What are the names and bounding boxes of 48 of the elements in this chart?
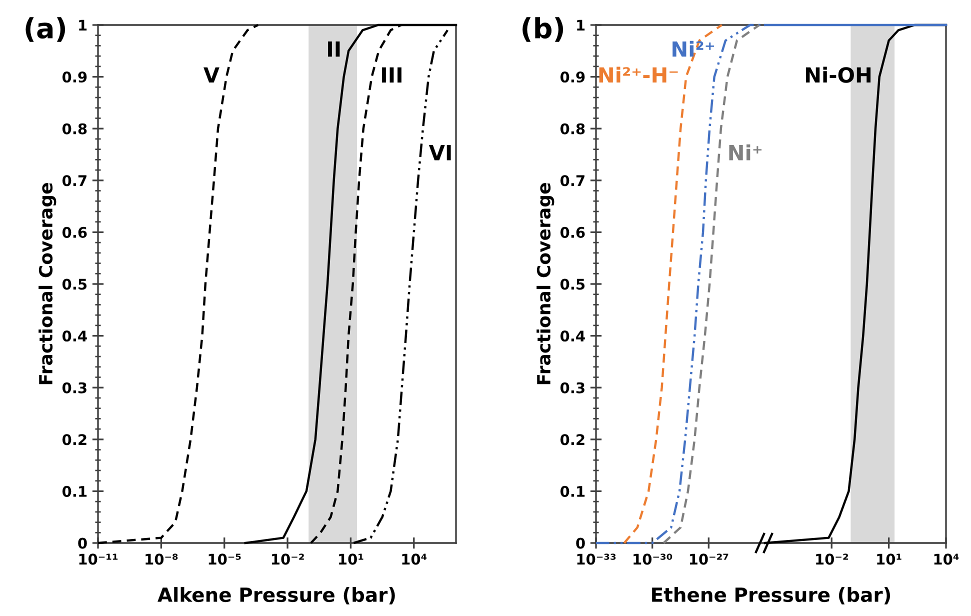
- x-tick-label: 10⁻²: [272, 554, 304, 565]
- series-label: V: [204, 67, 220, 83]
- series-label: II: [328, 41, 340, 57]
- chart-title: (b): [522, 17, 564, 42]
- y-tick-label: 0.5: [62, 278, 87, 290]
- series-label: VI: [428, 145, 451, 160]
- series-label: Ni²⁺: [672, 40, 714, 57]
- x-tick-label: 10⁻⁸: [146, 554, 178, 565]
- y-tick-label: 0.3: [62, 382, 86, 394]
- series-label: Ni-OH: [806, 66, 871, 83]
- y-tick-label: 0.2: [560, 434, 584, 446]
- x-axis-title: Ethene Pressure (bar): [652, 587, 890, 604]
- y-tick-label: 0.7: [560, 175, 584, 186]
- y-tick-label: 0.1: [560, 486, 585, 497]
- x-tick-label: 10⁻⁵: [208, 554, 241, 565]
- chart-title: (a): [26, 17, 66, 42]
- y-tick-label: 0.4: [62, 330, 87, 342]
- x-tick-label: 10⁻²: [816, 554, 848, 565]
- y-tick-label: 0.7: [62, 175, 86, 186]
- series-label: Ni²⁺-H⁻: [599, 66, 678, 83]
- y-tick-label: 1: [79, 20, 87, 31]
- y-tick-label: 0.4: [560, 330, 585, 342]
- y-tick-label: 0: [576, 538, 585, 549]
- y-tick-label: 0.3: [560, 382, 584, 394]
- x-tick-label: 10⁴: [402, 554, 427, 565]
- y-tick-label: 0.8: [62, 123, 87, 134]
- x-axis-title: Alkene Pressure (bar): [158, 587, 395, 604]
- x-tick-label: 10⁻³⁰: [634, 554, 672, 565]
- y-axis-title: Fractional Coverage: [536, 183, 554, 384]
- y-tick-label: 0.8: [560, 123, 585, 134]
- y-axis-title: Fractional Coverage: [38, 183, 56, 384]
- x-tick-label: 10⁻²⁷: [690, 554, 728, 565]
- x-tick-label: 10¹: [877, 554, 902, 565]
- x-tick-label: 10⁻³³: [577, 554, 616, 565]
- series-label: III: [382, 67, 402, 83]
- y-tick-label: 0.9: [560, 72, 585, 83]
- x-tick-label: 10⁴: [934, 554, 959, 565]
- y-tick-label: 0.6: [62, 226, 87, 238]
- y-tick-label: 0.5: [560, 278, 585, 290]
- y-tick-label: 0: [78, 538, 87, 549]
- y-tick-label: 1: [577, 20, 585, 31]
- x-tick-label: 10⁻¹¹: [79, 554, 118, 565]
- y-tick-label: 0.2: [62, 434, 86, 446]
- y-tick-label: 0.9: [62, 72, 87, 83]
- y-tick-label: 0.6: [560, 226, 585, 238]
- series-label: Ni⁺: [729, 144, 762, 160]
- y-tick-label: 0.1: [62, 486, 87, 497]
- x-tick-label: 10¹: [339, 554, 364, 565]
